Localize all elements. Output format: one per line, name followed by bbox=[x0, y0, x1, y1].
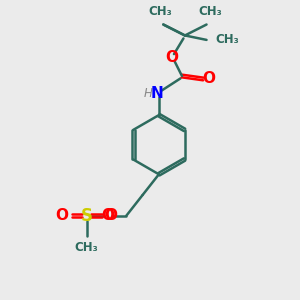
Text: CH₃: CH₃ bbox=[198, 5, 222, 18]
Text: O: O bbox=[202, 71, 215, 86]
Text: CH₃: CH₃ bbox=[215, 33, 239, 46]
Text: CH₃: CH₃ bbox=[148, 5, 172, 18]
Text: O: O bbox=[105, 208, 118, 223]
Text: H: H bbox=[143, 87, 152, 100]
Text: CH₃: CH₃ bbox=[75, 242, 98, 254]
Text: O: O bbox=[101, 208, 115, 223]
Text: O: O bbox=[56, 208, 69, 223]
Text: O: O bbox=[165, 50, 178, 65]
Text: S: S bbox=[81, 207, 93, 225]
Text: N: N bbox=[151, 86, 164, 101]
